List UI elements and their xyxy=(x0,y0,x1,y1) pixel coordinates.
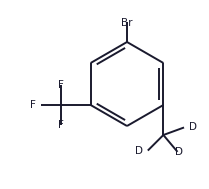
Text: D: D xyxy=(175,147,182,157)
Text: D: D xyxy=(189,122,197,132)
Text: F: F xyxy=(58,120,64,130)
Text: Br: Br xyxy=(121,18,133,28)
Text: F: F xyxy=(58,80,64,90)
Text: F: F xyxy=(30,100,36,110)
Text: D: D xyxy=(135,146,143,156)
